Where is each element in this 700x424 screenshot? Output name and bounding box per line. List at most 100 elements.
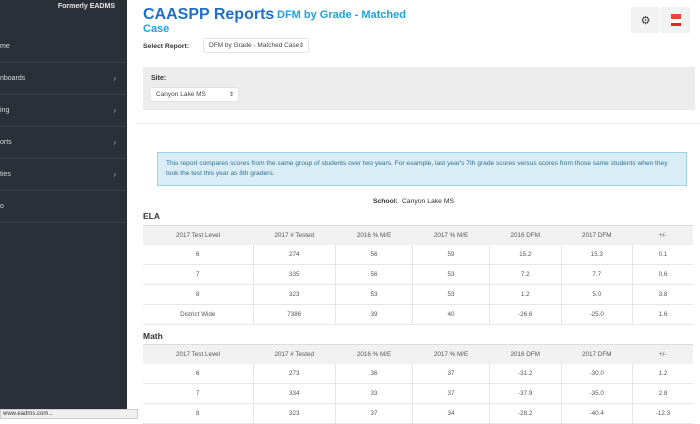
school-line: School: Canyon Lake MS: [127, 197, 700, 206]
column-header: 2016 DFM: [489, 344, 561, 364]
table-cell: 7.2: [489, 264, 562, 285]
table-cell: 37: [335, 403, 413, 424]
breadcrumb-separator-icon: ›: [265, 10, 268, 19]
report-subtitle-cont: Case: [143, 23, 170, 35]
sidebar-item[interactable]: me: [0, 31, 127, 63]
table-cell: 7.7: [560, 264, 633, 285]
site-filter-panel: Site: Canyon Lake MS ⇕: [143, 67, 695, 110]
chevron-right-icon: ›: [113, 138, 116, 147]
table-row: 6 274 56 59 15.2 15.3 0.1: [143, 244, 693, 265]
table-cell: 37: [412, 383, 490, 404]
table-row: 7 334 33 37 -37.9 -35.0 2.8: [143, 383, 693, 404]
table-cell: 8: [143, 403, 254, 424]
sidebar-item-label: me: [0, 43, 10, 50]
math-table: 2017 Test Level 2017 # Tested 2016 % M/E 20…: [143, 344, 693, 424]
sidebar-item[interactable]: nboards ›: [0, 63, 127, 95]
column-header: 2016 % M/E: [335, 344, 413, 364]
table-cell: 37: [412, 363, 490, 384]
table-cell: 36: [335, 363, 413, 384]
table-cell: 53: [412, 284, 490, 305]
report-subtitle: DFM by Grade - Matched: [277, 9, 406, 21]
column-header: +/-: [632, 344, 693, 364]
select-arrows-icon: ⇕: [228, 92, 234, 98]
table-cell: 1.2: [489, 284, 562, 305]
gears-icon: ⚙: [640, 14, 651, 27]
table-cell: 59: [412, 244, 490, 265]
column-header: 2017 % M/E: [412, 344, 490, 364]
table-cell: 56: [335, 264, 413, 285]
settings-button[interactable]: ⚙: [631, 7, 660, 33]
site-dropdown[interactable]: Canyon Lake MS ⇕: [150, 87, 239, 102]
table-cell: -35.0: [560, 383, 633, 404]
sidebar-item[interactable]: orts ›: [0, 127, 127, 159]
table-row: 8 323 37 34 -28.2 -40.4 -12.3: [143, 403, 693, 424]
table-cell: 273: [252, 363, 336, 384]
school-label: School:: [372, 198, 398, 205]
table-cell: 40: [412, 304, 490, 325]
sidebar-item-label: ties: [0, 171, 11, 178]
table-header-row: 2017 Test Level 2017 # Tested 2016 % M/E 20…: [143, 225, 693, 245]
column-header: 2017 Test Level: [143, 344, 253, 364]
sidebar-item[interactable]: ties ›: [0, 159, 127, 191]
ela-table: 2017 Test Level 2017 # Tested 2016 % M/E 20…: [143, 225, 693, 325]
column-header: 2017 DFM: [561, 344, 633, 364]
table-cell: 34: [412, 403, 490, 424]
page-title: CAASPP Reports: [143, 6, 275, 23]
math-heading: Math: [143, 331, 163, 341]
table-cell: 7386: [252, 304, 336, 325]
table-cell: 6: [143, 244, 254, 265]
table-cell: -40.4: [560, 403, 633, 424]
brand-tagline: Formerly EADMS: [57, 3, 115, 10]
table-row: 7 335 56 53 7.2 7.7 0.6: [143, 264, 693, 285]
table-cell: 15.2: [489, 244, 562, 265]
sidebar-item-label: ing: [0, 107, 10, 114]
table-cell: 1.6: [632, 304, 693, 325]
table-cell: 335: [252, 264, 336, 285]
site-value: Canyon Lake MS: [156, 91, 206, 98]
table-cell: 33: [335, 383, 413, 404]
table-cell: 2.8: [632, 383, 693, 404]
sidebar-item[interactable]: o: [0, 191, 127, 223]
pdf-icon: [670, 14, 681, 26]
table-cell: 56: [335, 244, 413, 265]
table-cell: 0.6: [632, 264, 693, 285]
table-cell: 3.8: [632, 284, 693, 305]
table-cell: 0.1: [632, 244, 693, 265]
table-cell: -25.0: [560, 304, 633, 325]
table-header-row: 2017 Test Level 2017 # Tested 2016 % M/E 20…: [143, 344, 693, 364]
table-cell: 7: [143, 264, 254, 285]
table-cell: 274: [252, 244, 336, 265]
main-content: CAASPP Reports › DFM by Grade - Matched …: [127, 0, 700, 424]
table-cell: 15.3: [560, 244, 633, 265]
table-cell: -12.3: [632, 403, 693, 424]
column-header: 2017 # Tested: [253, 344, 336, 364]
site-label: Site:: [151, 75, 167, 82]
select-report-dropdown[interactable]: DFM by Grade - Matched Case ⇕: [203, 38, 309, 53]
table-cell: 6: [143, 363, 254, 384]
table-row: 8 323 53 53 1.2 5.0 3.8: [143, 284, 693, 305]
sidebar-item-label: nboards: [0, 75, 26, 82]
column-header: 2016 % M/E: [335, 225, 413, 245]
pdf-export-button[interactable]: [661, 7, 690, 33]
status-bar-url: www.eadms.com...: [0, 409, 138, 419]
sidebar-item-label: o: [0, 203, 4, 210]
table-cell: 323: [252, 284, 336, 305]
column-header: 2017 Test Level: [143, 225, 253, 245]
select-report-label: Select Report:: [143, 43, 190, 50]
sidebar-item-label: orts: [0, 139, 12, 146]
table-cell: District Wide: [143, 304, 254, 325]
column-header: 2017 # Tested: [253, 225, 336, 245]
table-cell: 53: [412, 264, 490, 285]
column-header: 2017 % M/E: [412, 225, 490, 245]
table-cell: 39: [335, 304, 413, 325]
sidebar-item[interactable]: ing ›: [0, 95, 127, 127]
table-cell: -26.6: [489, 304, 562, 325]
table-row: 6 273 36 37 -31.2 -30.0 1.2: [143, 363, 693, 384]
ela-heading: ELA: [143, 211, 160, 221]
table-cell: 323: [252, 403, 336, 424]
select-arrows-icon: ⇕: [298, 43, 304, 49]
column-header: 2017 DFM: [561, 225, 633, 245]
sidebar: Formerly EADMS me nboards › ing › orts › ties › o: [0, 0, 127, 419]
table-cell: -28.2: [489, 403, 562, 424]
school-value: Canyon Lake MS: [401, 198, 455, 205]
